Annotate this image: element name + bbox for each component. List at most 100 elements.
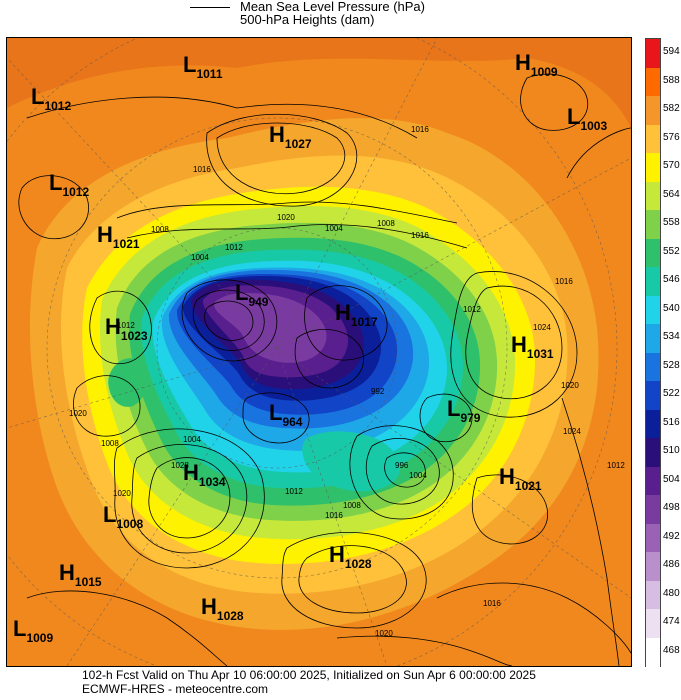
system-type: H: [105, 314, 121, 339]
system-value: 1015: [75, 575, 102, 589]
isobar-label: 1016: [555, 277, 573, 286]
isobar-label: 1008: [343, 501, 361, 510]
colorbar-swatch: [646, 438, 660, 467]
height-colorbar: [645, 38, 661, 667]
colorbar-label: 552: [663, 245, 680, 257]
isobar-label: 1004: [183, 435, 201, 444]
system-value: 1012: [44, 99, 71, 113]
isobar-label: 1012: [225, 243, 243, 252]
colorbar-swatch: [646, 352, 660, 382]
colorbar-swatch: [646, 210, 660, 239]
system-value: 979: [460, 411, 480, 425]
colorbar-swatch: [646, 466, 660, 496]
pressure-systems: L1011 H1009 L1012 L1003 H1027 L1012 H102…: [13, 50, 607, 645]
svg-text:H1009: H1009: [515, 50, 558, 79]
system-type: H: [329, 542, 345, 567]
colorbar-swatch: [646, 609, 660, 638]
system-value: 1023: [121, 329, 148, 343]
colorbar-label: 540: [663, 302, 680, 314]
source-text: ECMWF-HRES - meteocentre.com: [82, 682, 269, 696]
colorbar-swatch: [646, 523, 660, 553]
system-type: L: [567, 104, 580, 129]
system-type: H: [183, 460, 199, 485]
colorbar-label: 480: [663, 587, 680, 599]
svg-text:H1028: H1028: [201, 594, 244, 623]
isobar-label: 992: [371, 387, 385, 396]
system-type: H: [201, 594, 217, 619]
colorbar-label: 588: [663, 74, 680, 86]
colorbar-swatch: [646, 67, 660, 97]
mslp-line-sample: [190, 7, 230, 8]
system-type: H: [499, 464, 515, 489]
isobars: [18, 73, 631, 666]
isobar-label: 1012: [117, 321, 135, 330]
system-type: L: [31, 84, 44, 109]
colorbar-label: 546: [663, 274, 680, 286]
svg-text:L1003: L1003: [567, 104, 607, 133]
weather-map[interactable]: 1016 1020 1008 1004 1012 1004 1008 1016 …: [6, 37, 632, 667]
isobar-label: 1012: [463, 305, 481, 314]
isobar-label: 1004: [191, 253, 209, 262]
isobar-label: 1016: [411, 231, 429, 240]
isobar-label: 1020: [69, 409, 87, 418]
colorbar-swatch: [646, 238, 660, 268]
colorbar-label: 522: [663, 388, 680, 400]
colorbar-label: 510: [663, 445, 680, 457]
system-value: 1009: [531, 65, 558, 79]
svg-text:L979: L979: [447, 396, 481, 425]
system-value: 1028: [345, 557, 372, 571]
system-value: 1034: [199, 475, 226, 489]
colorbar-label: 594: [663, 46, 680, 58]
colorbar-swatch: [646, 381, 660, 410]
system-value: 1012: [62, 185, 89, 199]
isobar-label: 1024: [563, 427, 581, 436]
colorbar-swatch: [646, 637, 660, 667]
svg-text:H1028: H1028: [329, 542, 372, 571]
isobar-label: 1008: [377, 219, 395, 228]
forecast-valid-text: 102-h Fcst Valid on Thu Apr 10 06:00:00 …: [82, 668, 536, 682]
system-value: 1028: [217, 609, 244, 623]
system-value: 1008: [116, 517, 143, 531]
colorbar-label: 516: [663, 416, 680, 428]
system-value: 1027: [285, 137, 312, 151]
isobar-label: 1020: [561, 381, 579, 390]
svg-text:H1017: H1017: [335, 300, 378, 329]
svg-text:H1021: H1021: [97, 222, 140, 251]
svg-text:L1008: L1008: [103, 502, 143, 531]
colorbar-label: 486: [663, 559, 680, 571]
system-value: 1017: [351, 315, 378, 329]
map-canvas: 1016 1020 1008 1004 1012 1004 1008 1016 …: [7, 38, 631, 666]
system-value: 1021: [515, 479, 542, 493]
height-shading: [7, 38, 631, 666]
isobar-label: 1012: [285, 487, 303, 496]
graticule: [7, 38, 631, 666]
system-value: 949: [248, 295, 268, 309]
isobar-label: 1004: [409, 471, 427, 480]
isobar-label: 1004: [325, 224, 343, 233]
isobar-label: 1016: [411, 125, 429, 134]
colorbar-swatch: [646, 39, 660, 68]
colorbar-label: 492: [663, 530, 680, 542]
system-type: L: [269, 400, 282, 425]
colorbar-swatch: [646, 580, 660, 610]
system-type: L: [235, 280, 248, 305]
footer: 102-h Fcst Valid on Thu Apr 10 06:00:00 …: [0, 668, 681, 700]
colorbar-swatch: [646, 324, 660, 353]
system-value: 1011: [196, 67, 222, 81]
colorbar-swatch: [646, 295, 660, 325]
isobar-label: 1016: [325, 511, 343, 520]
system-type: H: [59, 560, 75, 585]
isobar-label: 1008: [101, 439, 119, 448]
colorbar-label: 564: [663, 188, 680, 200]
system-type: L: [447, 396, 460, 421]
svg-text:H1021: H1021: [499, 464, 542, 493]
legend-heights-label: 500-hPa Heights (dam): [240, 12, 375, 27]
legend: Mean Sea Level Pressure (hPa) 500-hPa He…: [0, 0, 681, 34]
system-value: 1003: [580, 119, 607, 133]
svg-text:L1009: L1009: [13, 616, 53, 645]
system-type: H: [511, 332, 527, 357]
svg-text:H1031: H1031: [511, 332, 554, 361]
colorbar-label: 558: [663, 217, 680, 229]
svg-text:L1012: L1012: [49, 170, 89, 199]
svg-text:L1011: L1011: [183, 52, 223, 81]
